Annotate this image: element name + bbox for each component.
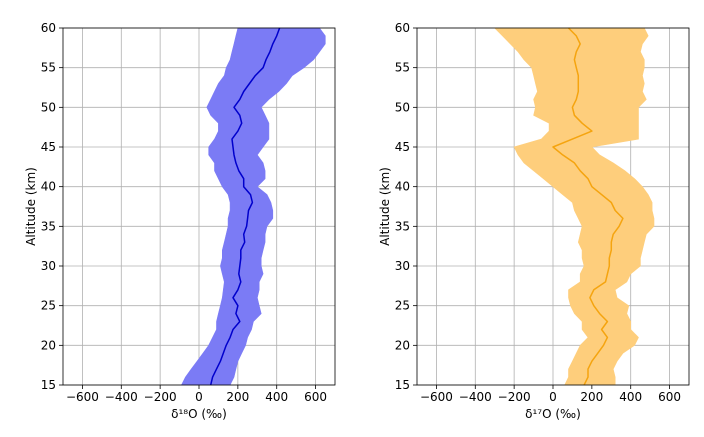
- y-tick-label: 40: [41, 180, 56, 194]
- grid: [63, 27, 335, 386]
- x-tick-label: −600: [66, 390, 99, 404]
- y-tick-label: 55: [41, 61, 56, 75]
- y-tick-label: 45: [395, 140, 410, 154]
- x-tick-label: 600: [658, 390, 681, 404]
- x-tick-label: −200: [498, 390, 531, 404]
- y-tick-label: 40: [395, 180, 410, 194]
- uncertainty-band: [493, 27, 655, 386]
- y-axis-label-right: Altitude (km): [378, 167, 392, 246]
- y-tick-label: 20: [395, 338, 410, 352]
- x-axis-label-right: δ¹⁷O (‰): [525, 407, 581, 421]
- axes-frame: [416, 27, 690, 386]
- x-tick-label: −600: [420, 390, 453, 404]
- y-tick-label: 30: [395, 259, 410, 273]
- mean-profile-line: [552, 27, 624, 386]
- x-tick-label: 400: [619, 390, 642, 404]
- y-tick-label: 25: [41, 299, 56, 313]
- mean-profile-line: [209, 27, 281, 386]
- right-panel-d17o: δ¹⁷O (‰) Altitude (km) −600 −400 −200 0 200 4…: [378, 21, 690, 421]
- left-panel-d18o: δ¹⁸O (‰) Altitude (km) −600 −400 −200 0 200 4…: [24, 21, 336, 421]
- y-tick-label: 15: [41, 378, 56, 392]
- y-tick-label: 50: [395, 100, 410, 114]
- x-tick-label: 0: [195, 390, 203, 404]
- x-tick-label: 200: [226, 390, 249, 404]
- y-tick-label: 30: [41, 259, 56, 273]
- x-tick-label: −400: [459, 390, 492, 404]
- y-tick-label: 60: [41, 21, 56, 35]
- y-tick-label: 25: [395, 299, 410, 313]
- y-tick-label: 20: [41, 338, 56, 352]
- uncertainty-band: [181, 27, 326, 386]
- x-tick-label: 0: [549, 390, 557, 404]
- y-tick-label: 50: [41, 100, 56, 114]
- x-tick-label: 600: [304, 390, 327, 404]
- y-tick-label: 35: [41, 219, 56, 233]
- y-tick-label: 55: [395, 61, 410, 75]
- y-tick-label: 60: [395, 21, 410, 35]
- y-axis-label-left: Altitude (km): [24, 167, 38, 246]
- y-tick-label: 35: [395, 219, 410, 233]
- x-tick-label: 200: [580, 390, 603, 404]
- x-axis-label-left: δ¹⁸O (‰): [171, 407, 227, 421]
- x-tick-label: −400: [105, 390, 138, 404]
- y-tick-label: 45: [41, 140, 56, 154]
- x-tick-label: −200: [144, 390, 177, 404]
- x-tick-label: 400: [265, 390, 288, 404]
- axes-frame: [62, 27, 336, 386]
- y-tick-label: 15: [395, 378, 410, 392]
